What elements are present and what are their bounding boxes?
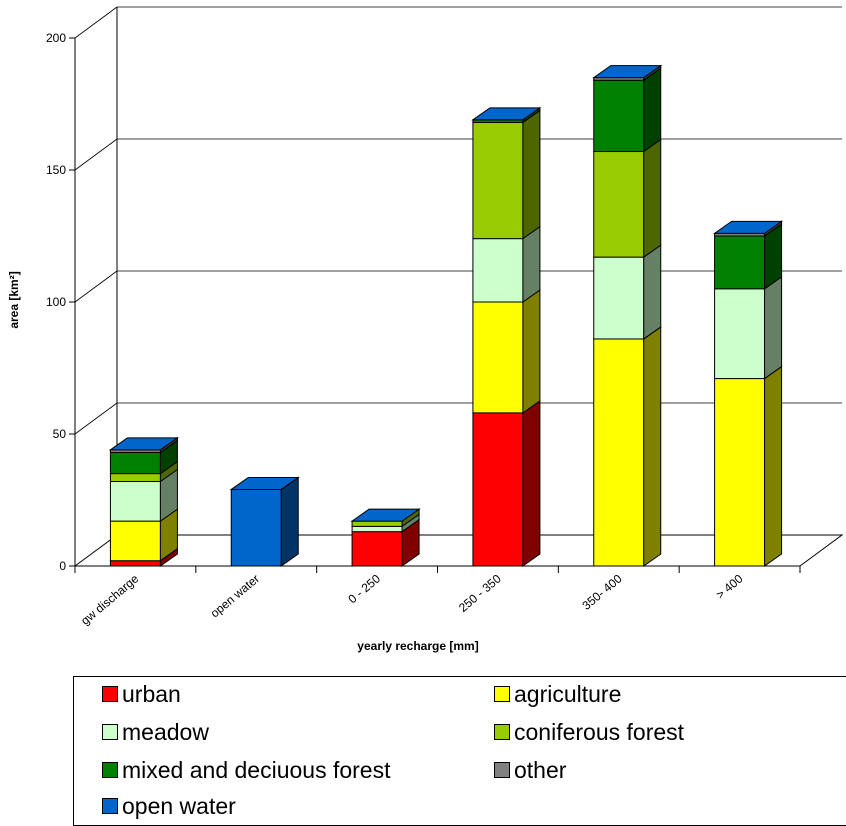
bar-side-coniferous-forest xyxy=(522,109,541,240)
legend-label: coniferous forest xyxy=(514,718,685,745)
bar-side-mixed-and-deciuous-forest xyxy=(643,67,662,153)
bar-segment-agriculture xyxy=(714,378,766,567)
bar-side-agriculture xyxy=(643,325,662,567)
bar-segment-meadow xyxy=(109,481,161,522)
bar-side-meadow xyxy=(764,275,783,380)
bar-side-agriculture xyxy=(522,289,541,414)
x-tick-label: 250 - 350 xyxy=(456,571,504,615)
bar-segment-meadow xyxy=(714,288,766,380)
bar-segment-urban xyxy=(109,560,161,567)
gridline-side xyxy=(74,270,118,303)
bar-side-agriculture xyxy=(764,365,783,567)
y-axis-label: area [km²] xyxy=(7,271,21,328)
x-axis-label: yearly recharge [mm] xyxy=(357,639,478,653)
legend-item-other: other xyxy=(494,757,566,783)
bars xyxy=(108,64,784,567)
bar-segment-coniferous-forest xyxy=(109,473,161,483)
legend-label: other xyxy=(514,756,567,783)
legend-swatch-coniferous-forest xyxy=(494,724,510,740)
bar-segment-mixed-and-deciuous-forest xyxy=(593,79,645,153)
legend-swatch-agriculture xyxy=(494,686,510,702)
bar-segment-meadow xyxy=(472,238,524,303)
y-tick-label: 50 xyxy=(53,427,67,441)
bar-segment-urban xyxy=(472,412,524,567)
legend-item-urban: urban xyxy=(102,681,181,707)
legend-item-agriculture: agriculture xyxy=(494,681,621,707)
legend-swatch-urban xyxy=(102,686,118,702)
bar-top xyxy=(713,220,784,234)
legend-item-open-water: open water xyxy=(102,793,236,819)
bar-segment-coniferous-forest xyxy=(472,121,524,240)
bar-top xyxy=(350,508,421,522)
y-tick-label: 100 xyxy=(46,295,66,309)
x-tick-label: open water xyxy=(208,572,262,621)
gridline-side xyxy=(74,402,118,435)
bar-segment-agriculture xyxy=(472,301,524,414)
x-tick-label: gw discharge xyxy=(78,571,141,627)
legend-label: mixed and deciuous forest xyxy=(122,756,391,783)
bar-segment-agriculture xyxy=(593,338,645,567)
x-tick-label: 350- 400 xyxy=(579,571,625,612)
legend-item-meadow: meadow xyxy=(102,719,209,745)
legend-item-coniferous-forest: coniferous forest xyxy=(494,719,684,745)
legend-swatch-meadow xyxy=(102,724,118,740)
bar-side-meadow xyxy=(643,244,662,340)
bar-segment-mixed-and-deciuous-forest xyxy=(714,235,766,290)
bar-side-open-water xyxy=(280,476,299,567)
bar-segment-open-water xyxy=(230,488,282,567)
axes xyxy=(69,37,801,573)
bar-segment-coniferous-forest xyxy=(593,151,645,258)
bar-top xyxy=(229,476,300,490)
x-tick-label: > 400 xyxy=(713,571,746,601)
legend-label: meadow xyxy=(122,718,209,745)
x-tick-label: 0 - 250 xyxy=(345,571,383,606)
bar-top xyxy=(592,65,663,79)
legend-item-mixed-forest: mixed and deciuous forest xyxy=(102,757,391,783)
bar-segment-coniferous-forest xyxy=(351,520,403,527)
legend-swatch-mixed-forest xyxy=(102,762,118,778)
bar-side-urban xyxy=(522,399,541,567)
legend: urban agriculture meadow coniferous fore… xyxy=(73,676,846,826)
bar-segment-meadow xyxy=(593,256,645,340)
legend-label: open water xyxy=(122,792,236,819)
bar-top xyxy=(471,107,542,121)
y-tick-label: 200 xyxy=(46,31,66,45)
legend-swatch-open-water xyxy=(102,798,118,814)
bar-segment-mixed-and-deciuous-forest xyxy=(109,451,161,475)
legend-label: agriculture xyxy=(514,680,622,707)
legend-swatch-other xyxy=(494,762,510,778)
bar-top xyxy=(108,437,179,451)
gridline-side xyxy=(74,138,118,171)
bar-side-meadow xyxy=(522,225,541,303)
bar-segment-meadow xyxy=(351,525,403,533)
y-tick-label: 150 xyxy=(46,163,66,177)
bar-side-coniferous-forest xyxy=(643,138,662,259)
y-tick-label: 0 xyxy=(59,559,66,573)
gridline-side xyxy=(74,6,118,39)
legend-label: urban xyxy=(122,680,181,707)
bar-segment-urban xyxy=(351,531,403,567)
bar-segment-agriculture xyxy=(109,520,161,562)
